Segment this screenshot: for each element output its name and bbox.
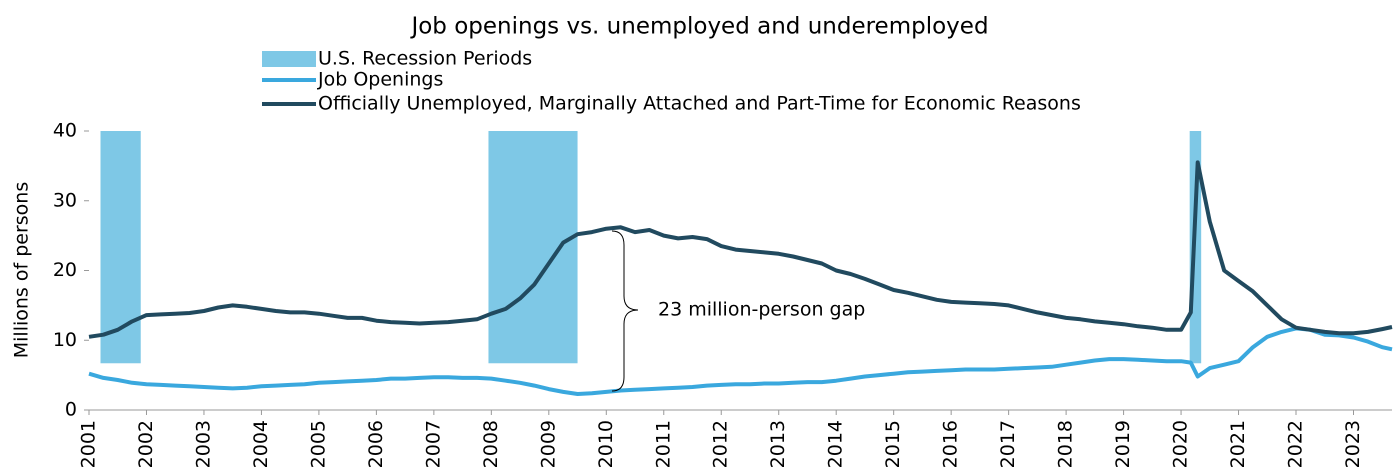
x-tick-label: 2020: [1170, 420, 1192, 468]
x-tick-label: 2014: [825, 420, 847, 468]
x-tick-label: 2001: [78, 420, 100, 468]
x-tick-label: 2002: [135, 420, 157, 468]
y-tick-label: 20: [53, 259, 77, 281]
x-tick-label: 2013: [767, 420, 789, 468]
x-tick-label: 2006: [365, 420, 387, 468]
chart-title: Job openings vs. unemployed and underemp…: [409, 14, 988, 40]
x-tick-label: 2017: [997, 420, 1019, 468]
x-tick-label: 2011: [652, 420, 674, 468]
x-tick-label: 2021: [1227, 420, 1249, 468]
x-tick-label: 2003: [192, 420, 214, 468]
annotation-brace: [611, 230, 639, 392]
recession-band: [488, 131, 578, 364]
y-tick-label: 40: [53, 120, 77, 142]
x-tick-label: 2023: [1342, 420, 1364, 468]
legend-label: U.S. Recession Periods: [318, 48, 532, 70]
x-tick-label: 2009: [537, 420, 559, 468]
x-tick-label: 2015: [882, 420, 904, 468]
x-tick-label: 2022: [1285, 420, 1307, 468]
x-tick-label: 2007: [422, 420, 444, 468]
x-tick-label: 2008: [480, 420, 502, 468]
legend-label: Job Openings: [317, 69, 443, 91]
y-axis-label: Millions of persons: [11, 182, 33, 359]
y-tick-label: 0: [65, 399, 77, 421]
x-tick-label: 2019: [1112, 420, 1134, 468]
y-tick-label: 30: [53, 189, 77, 211]
x-tick-label: 2010: [595, 420, 617, 468]
legend-swatch: [262, 51, 316, 67]
legend-label: Officially Unemployed, Marginally Attach…: [318, 93, 1081, 115]
recession-band: [100, 131, 141, 364]
annotation: 23 million-person gap: [658, 299, 865, 321]
x-tick-label: 2004: [250, 420, 272, 468]
x-tick-label: 2012: [710, 420, 732, 468]
y-tick-label: 10: [53, 329, 77, 351]
series-line: [88, 160, 1393, 339]
x-tick-label: 2018: [1055, 420, 1077, 468]
x-tick-label: 2005: [307, 420, 329, 468]
x-tick-label: 2016: [940, 420, 962, 468]
series-line: [88, 326, 1393, 396]
